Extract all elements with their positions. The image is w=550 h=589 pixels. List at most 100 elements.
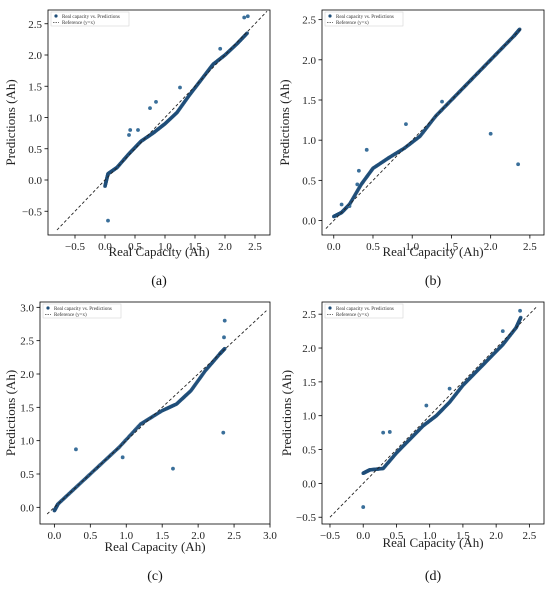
x-tick-label: 0.5 [390, 530, 404, 542]
data-point [518, 315, 523, 320]
data-point-outlier [242, 15, 247, 20]
panel-label: (d) [425, 569, 442, 584]
y-tick-label: 1.5 [302, 377, 316, 389]
legend-label-reference: Reference (y=x) [336, 21, 369, 26]
x-tick-label: 1.0 [405, 241, 419, 253]
data-point-outlier [148, 106, 152, 111]
y-tick-label: 1.5 [302, 95, 316, 107]
x-axis-label: Real Capacity (Ah) [104, 539, 205, 554]
data-point-outlier [136, 128, 140, 132]
legend-box [50, 11, 130, 27]
y-tick-label: −0.5 [296, 512, 316, 524]
chart-panel-b: 0.0 0.5 1.0 1.5 2.0 2.5 0.0 0.5 1.0 1.5 2.0 2.5 Real… [277, 9, 545, 289]
x-tick-label: 0.0 [356, 530, 370, 542]
data-point-outlier [127, 133, 131, 137]
data-point-outlier [339, 202, 344, 207]
chart-panel-d: −0.5 0.0 0.5 1.0 1.5 2.0 2.5 −0.5 0.0 0.5 1.0 1.5 2.… [279, 301, 545, 584]
legend-label-points: Real capacity vs. Predictions [336, 15, 394, 20]
x-tick-label: 0.5 [366, 241, 380, 253]
data-point-outlier [74, 447, 78, 452]
x-tick-label: −0.5 [320, 530, 340, 542]
y-tick-label: 2.0 [302, 343, 316, 355]
y-tick-label: 2.5 [28, 19, 42, 31]
data-point-outlier [381, 430, 386, 435]
legend-box [324, 303, 404, 319]
chart-panel-a: −0.5 0.0 0.5 1.0 1.5 2.0 2.5 −0.5 0.0 0.5 1.0 1.5 2.… [3, 9, 271, 289]
plot-marks [331, 27, 522, 219]
x-tick-label: 0.0 [98, 241, 112, 253]
panel-label: (b) [425, 274, 442, 289]
data-point-outlier [488, 131, 493, 136]
legend-label-reference: Reference (y=x) [62, 21, 95, 26]
data-point-outlier [518, 308, 522, 313]
data-point-outlier [361, 505, 366, 509]
panel-label: (c) [147, 569, 163, 584]
x-tick-label: 2.0 [489, 530, 503, 542]
legend-marker-points [328, 306, 332, 310]
legend-marker-points [46, 306, 50, 310]
data-point-outlier [387, 430, 392, 434]
y-tick-label: −0.5 [22, 206, 42, 218]
y-axis-label: Predictions (Ah) [3, 79, 18, 165]
legend-label-reference: Reference (y=x) [54, 313, 87, 318]
legend-marker-points [54, 14, 58, 18]
data-point-outlier [222, 318, 227, 323]
y-tick-label: 3.0 [20, 302, 34, 314]
y-tick-label: 1.0 [20, 436, 34, 448]
y-tick-label: 0.0 [28, 175, 42, 187]
y-tick-label: 1.5 [28, 81, 42, 93]
legend-label-reference: Reference (y=x) [336, 313, 369, 318]
data-point-outlier [120, 455, 125, 460]
y-tick-label: 2.0 [20, 369, 34, 381]
x-tick-label: 1.0 [158, 241, 172, 253]
x-tick-label: 2.0 [484, 241, 498, 253]
panel-label: (a) [151, 274, 167, 289]
reference-line [56, 10, 268, 231]
x-tick-label: 1.5 [456, 530, 470, 542]
data-point-outlier [245, 14, 250, 19]
y-tick-label: 0.0 [302, 478, 316, 490]
x-tick-label: 2.0 [218, 241, 232, 253]
x-tick-label: 1.5 [155, 530, 169, 542]
data-point-outlier [178, 85, 182, 90]
plot-marks [361, 308, 523, 509]
data-point-outlier [447, 386, 452, 391]
data-point-outlier [356, 168, 361, 173]
plot-area-frame [321, 9, 545, 236]
data-point-outlier [106, 218, 110, 223]
x-tick-label: 0.0 [327, 241, 341, 253]
y-tick-label: 2.0 [28, 50, 42, 62]
y-tick-label: 0.5 [302, 175, 316, 187]
x-tick-label: 0.0 [48, 530, 62, 542]
y-tick-label: 1.0 [302, 411, 316, 423]
y-axis-label: Predictions (Ah) [277, 79, 292, 165]
x-tick-label: 2.5 [523, 530, 537, 542]
data-point [517, 27, 522, 32]
y-axis-label: Predictions (Ah) [279, 370, 294, 456]
legend-label-points: Real capacity vs. Predictions [336, 307, 394, 312]
x-tick-label: −0.5 [65, 241, 85, 253]
y-tick-label: 0.5 [28, 144, 42, 156]
y-axis-label: Predictions (Ah) [3, 370, 18, 456]
legend-box [42, 303, 122, 319]
x-axis-label: Real Capacity (Ah) [382, 535, 483, 550]
y-tick-label: 1.5 [20, 402, 34, 414]
x-tick-label: 2.5 [523, 241, 537, 253]
data-point-outlier [424, 403, 429, 408]
legend-marker-points [328, 14, 332, 18]
data-point-outlier [154, 99, 158, 104]
legend-box [324, 11, 404, 27]
data-point-outlier [218, 46, 223, 51]
data-point-outlier [222, 335, 226, 340]
data-point-outlier [171, 466, 175, 471]
legend-label-points: Real capacity vs. Predictions [54, 307, 112, 312]
chart-panel-c: 0.0 0.5 1.0 1.5 2.0 2.5 3.0 0.0 0.5 1.0 1.5 2.0 2.5 3… [3, 301, 277, 584]
x-tick-label: 1.5 [188, 241, 202, 253]
data-point-outlier [440, 99, 444, 104]
data-point-outlier [404, 122, 408, 127]
y-tick-label: 2.5 [302, 309, 316, 321]
